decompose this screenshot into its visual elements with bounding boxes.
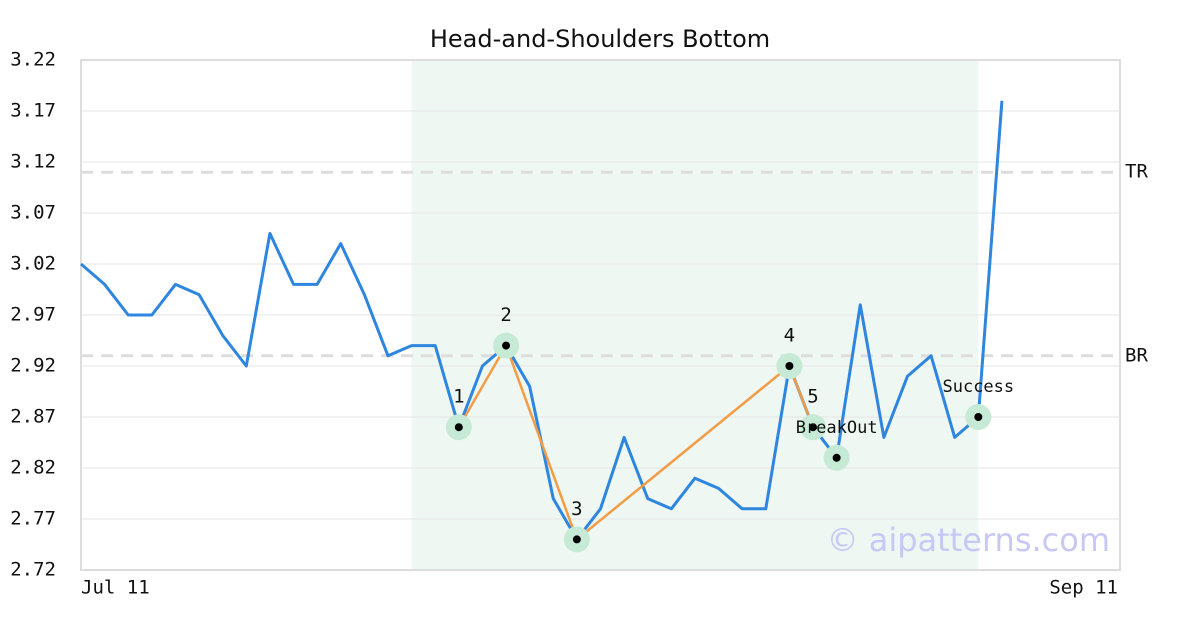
y-tick-label: 2.77 [10,508,56,530]
point [502,341,511,350]
point [974,413,983,421]
point [454,423,463,432]
point [785,362,794,370]
point-label: 5 [807,386,818,408]
point [832,453,841,462]
x-tick-label: Jul 11 [81,577,150,599]
y-tick-label: 3.07 [10,202,56,224]
event-label: BreakOut [796,418,878,438]
y-tick-label: 3.12 [10,151,56,173]
y-tick-label: 2.97 [10,304,56,326]
y-tick-label: 2.82 [10,457,56,479]
y-tick-label: 3.17 [10,100,56,122]
point-label: 3 [571,498,582,520]
point [572,535,581,544]
chart-title: Head-and-Shoulders Bottom [430,25,770,53]
y-tick-label: 2.87 [10,406,56,428]
y-tick-label: 2.92 [10,355,56,377]
plot-border [80,59,1121,571]
point [809,423,818,432]
watermark: © aipatterns.com [827,521,1110,559]
x-tick-label: Sep 11 [1049,577,1118,599]
y-tick-label: 3.02 [10,253,56,275]
y-tick-label: 3.22 [10,49,56,71]
point-label: 1 [453,386,464,408]
event-label: Success [942,377,1014,397]
y-tick-label: 2.72 [10,559,56,581]
point-label: 4 [784,325,795,347]
reference-label: TR [1125,161,1148,183]
point-label: 2 [500,304,511,326]
reference-label: BR [1125,344,1148,366]
